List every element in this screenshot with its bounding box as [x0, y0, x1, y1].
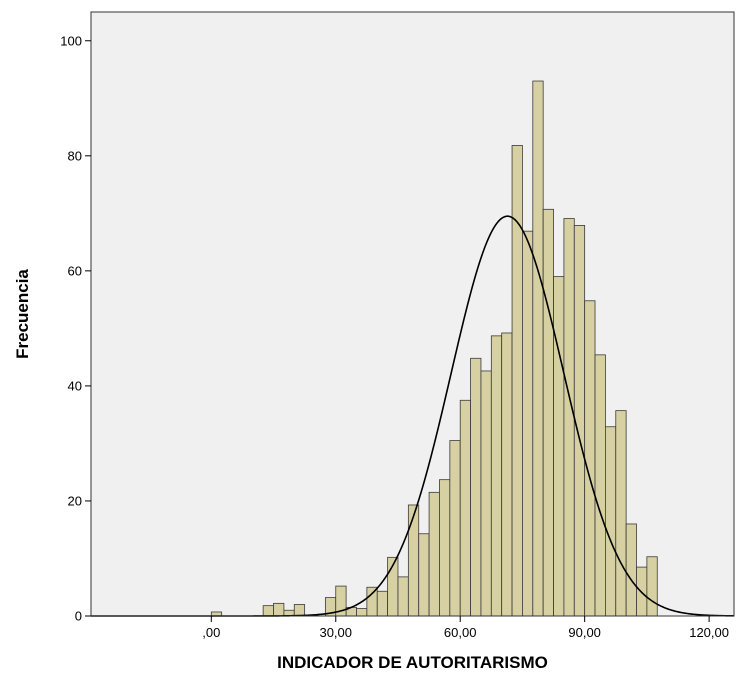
histogram-bar — [366, 586, 378, 617]
plot-frame — [90, 11, 735, 617]
histogram-bar — [532, 80, 544, 617]
histogram-bar — [459, 399, 471, 617]
histogram-bar — [522, 230, 534, 617]
histogram-bar — [553, 276, 565, 617]
histogram-bar — [470, 357, 482, 617]
histogram-bar — [511, 145, 523, 617]
histogram-bar — [646, 556, 658, 617]
y-tick-label: 40 — [68, 378, 82, 393]
histogram-bar — [376, 590, 389, 617]
histogram-bar — [356, 608, 368, 617]
y-axis-title: Frecuencia — [13, 269, 32, 359]
histogram-bar — [449, 440, 461, 617]
y-tick-label: 80 — [68, 148, 82, 163]
histogram-bar — [584, 300, 596, 617]
histogram-bar — [625, 523, 637, 617]
histogram-bar — [439, 479, 451, 617]
histogram-bar — [605, 426, 617, 617]
histogram-bar — [501, 332, 513, 617]
x-tick-label: 90,00 — [568, 625, 601, 640]
histogram-bar — [542, 208, 554, 617]
y-axis: 0 20 40 60 80 100 — [60, 33, 91, 624]
x-axis: ,00 30,00 60,00 90,00 120,00 — [202, 616, 729, 640]
x-tick-label: 60,00 — [444, 625, 477, 640]
y-tick-label: 100 — [60, 33, 82, 48]
y-tick-label: 0 — [75, 609, 82, 624]
x-tick-label: ,00 — [202, 625, 220, 640]
y-tick-label: 60 — [68, 263, 82, 278]
histogram-bar — [262, 605, 274, 617]
histogram-bar — [563, 218, 575, 617]
histogram-bar — [490, 335, 503, 617]
histogram-bar — [397, 576, 409, 617]
y-tick-label: 20 — [68, 493, 82, 508]
histogram-bar — [407, 504, 420, 617]
histogram-bar — [615, 410, 627, 617]
histogram-bar — [428, 491, 440, 617]
histogram-bar — [480, 370, 492, 617]
x-tick-label: 30,00 — [319, 625, 352, 640]
histogram-bar — [273, 602, 285, 617]
histogram-bar — [594, 354, 606, 617]
histogram-bar — [293, 604, 306, 617]
x-axis-title: INDICADOR DE AUTORITARISMO — [277, 653, 548, 672]
histogram-bar — [418, 533, 430, 617]
x-tick-label: 120,00 — [689, 625, 729, 640]
